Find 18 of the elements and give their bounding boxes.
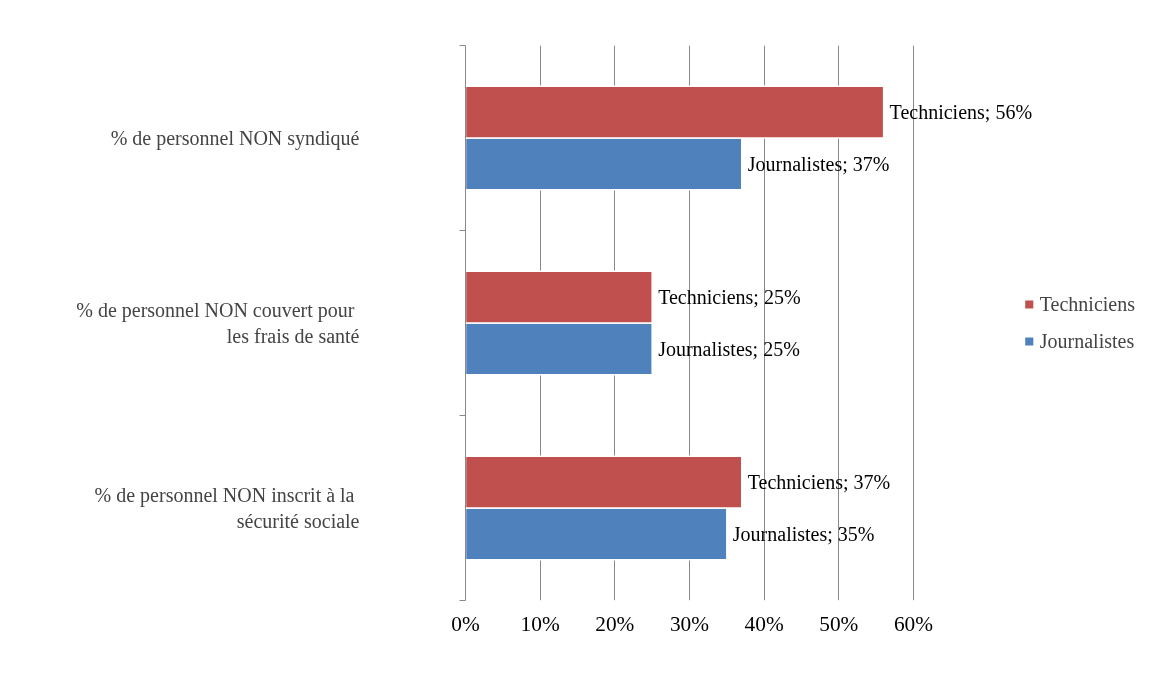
data-label: Journalistes; 25% xyxy=(658,337,800,360)
x-tick-label: 30% xyxy=(669,611,710,636)
data-label: Journalistes; 35% xyxy=(732,522,875,545)
data-label: Journalistes; 37% xyxy=(747,152,890,175)
x-tick-label: 20% xyxy=(595,611,635,636)
legend-label: Techniciens xyxy=(1039,292,1135,316)
x-tick-label: 60% xyxy=(893,611,934,636)
data-label: Techniciens; 25% xyxy=(658,286,801,309)
x-tick-label: 40% xyxy=(744,611,784,636)
y-tick-label: % de personnel NON inscrit à la sécurité sociale xyxy=(94,483,360,533)
data-label: Techniciens; 37% xyxy=(747,471,891,494)
y-tick-label: % de personnel NON couvert pour les frais de santé xyxy=(76,298,360,348)
y-tick-label: % de personnel NON syndiqué xyxy=(110,127,360,150)
legend-label: Journalistes xyxy=(1039,329,1135,353)
x-tick-label: 10% xyxy=(520,611,560,636)
data-label: Techniciens; 56% xyxy=(889,101,1033,124)
x-tick-label: 50% xyxy=(819,611,859,636)
x-tick-label: 0% xyxy=(451,611,480,636)
